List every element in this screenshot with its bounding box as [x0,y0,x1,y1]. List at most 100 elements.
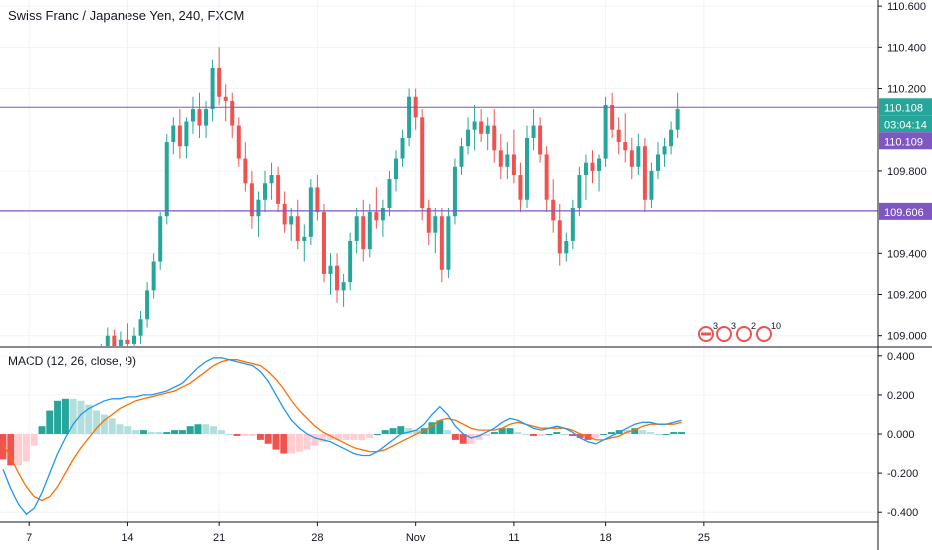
candle-body[interactable] [380,207,385,221]
candle-body[interactable] [394,158,398,180]
candle-body[interactable] [400,137,405,159]
candle-body[interactable] [603,104,608,159]
candle-body[interactable] [485,125,490,134]
candle-body[interactable] [492,125,497,151]
candle-body[interactable] [472,121,477,130]
candle-body[interactable] [145,290,150,320]
candle-body[interactable] [171,125,176,143]
candle-body[interactable] [190,109,195,122]
macd-histogram-bar [678,432,686,435]
candle-body[interactable] [564,240,569,254]
candle-body[interactable] [151,261,156,291]
macd-histogram-bar [568,434,576,436]
candle-body[interactable] [439,216,444,270]
candle-body[interactable] [610,104,615,130]
macd-histogram-bar [69,398,77,435]
macd-indicator-title[interactable]: MACD (12, 26, close, 9) [8,354,137,368]
candle-body[interactable] [112,335,117,346]
candle-body[interactable] [177,125,182,147]
candle-body[interactable] [636,146,641,167]
candle-body[interactable] [479,121,484,134]
candle-body[interactable] [446,216,451,270]
candle-body[interactable] [197,109,202,126]
candle-body[interactable] [328,265,333,274]
candle-body[interactable] [263,183,267,200]
candle-body[interactable] [675,109,680,130]
candle-body[interactable] [321,212,326,274]
candle-body[interactable] [538,125,543,155]
candle-body[interactable] [132,335,136,344]
event-marker-icon[interactable] [756,326,772,342]
candle-body[interactable] [118,339,123,346]
candle-body[interactable] [590,162,595,171]
candle-body[interactable] [138,319,143,336]
candle-body[interactable] [623,142,628,151]
candle-body[interactable] [236,125,241,159]
candle-body[interactable] [243,158,248,184]
candle-body[interactable] [433,216,438,233]
candle-body[interactable] [570,207,575,241]
candle-body[interactable] [230,100,235,126]
time-tick-label: 7 [26,532,32,544]
candle-body[interactable] [511,154,516,176]
candle-body[interactable] [551,199,556,221]
candle-body[interactable] [335,265,340,291]
candle-body[interactable] [302,236,307,241]
candle-body[interactable] [459,146,464,167]
candle-body[interactable] [276,175,281,204]
macd-histogram-bar [256,434,264,440]
candle-body[interactable] [164,142,169,217]
candle-body[interactable] [629,150,634,167]
macd-histogram-bar [639,430,647,435]
candle-body[interactable] [315,187,320,213]
candle-body[interactable] [669,129,674,147]
candle-body[interactable] [361,216,366,250]
candle-body[interactable] [223,96,228,101]
candle-body[interactable] [125,339,130,344]
candle-body[interactable] [387,179,392,208]
candle-body[interactable] [557,220,562,254]
candle-body[interactable] [407,96,412,138]
event-marker-icon[interactable] [716,326,732,342]
candle-body[interactable] [505,154,510,167]
candle-body[interactable] [616,129,621,143]
macd-histogram-bar [451,434,459,440]
candle-body[interactable] [217,67,222,97]
candle-body[interactable] [577,175,582,208]
candle-body[interactable] [289,216,294,225]
candle-body[interactable] [649,170,654,200]
candle-body[interactable] [210,67,215,110]
candle-body[interactable] [544,154,549,200]
candle-body[interactable] [295,216,300,241]
candle-body[interactable] [341,282,346,291]
candle-body[interactable] [531,125,536,138]
event-marker-icon[interactable] [736,326,752,342]
macd-tick-label: 0.400 [887,351,915,363]
candle-body[interactable] [308,187,313,237]
candle-body[interactable] [105,335,110,346]
candle-body[interactable] [354,216,359,241]
candle-body[interactable] [269,175,274,184]
candle-body[interactable] [256,199,261,217]
candle-body[interactable] [518,175,523,200]
candle-body[interactable] [204,109,209,126]
candle-body[interactable] [158,216,163,262]
candle-body[interactable] [249,183,254,217]
candle-body[interactable] [348,240,353,283]
candle-body[interactable] [282,203,287,225]
candle-body[interactable] [656,154,660,171]
candle-body[interactable] [597,158,602,171]
candle-body[interactable] [466,129,471,147]
candle-body[interactable] [583,162,588,176]
candle-body[interactable] [525,137,529,200]
candle-body[interactable] [367,212,372,250]
candle-body[interactable] [662,146,667,155]
candle-body[interactable] [452,166,457,217]
candle-body[interactable] [426,207,431,233]
candle-body[interactable] [642,146,647,200]
candle-body[interactable] [374,212,379,221]
candle-body[interactable] [498,150,503,167]
candle-body[interactable] [184,121,189,147]
candle-body[interactable] [420,117,425,208]
